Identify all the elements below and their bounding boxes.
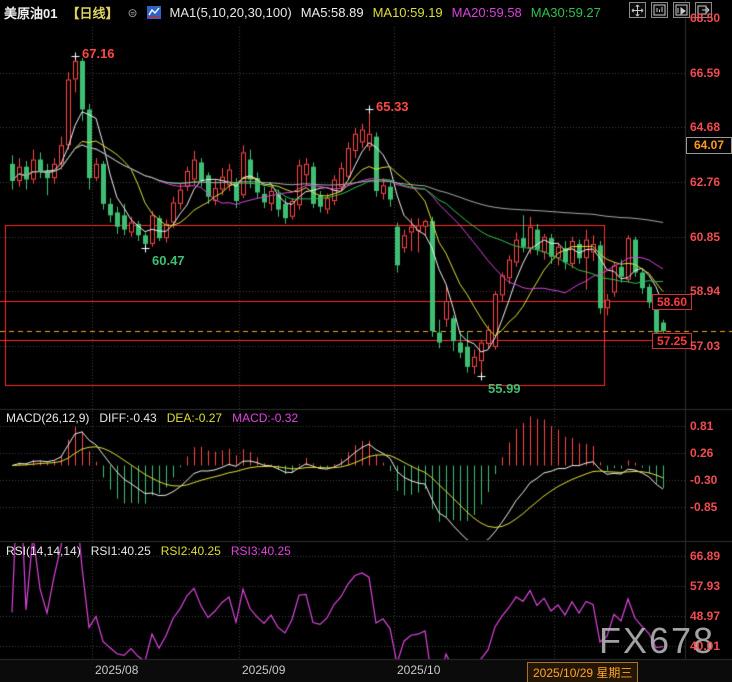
macd-tick-label: 0.81 [690, 419, 714, 433]
support-line-label[interactable]: 57.25 [652, 333, 692, 349]
macd-tick-label: 0.26 [690, 445, 714, 460]
price-tick-label: 57.03 [690, 339, 721, 353]
macd-dea-value: DEA:-0.27 [166, 411, 223, 425]
price-tick-label: 66.59 [690, 65, 721, 80]
macd-tick-label: -0.85 [690, 500, 718, 514]
resistance-line-label[interactable]: 58.60 [652, 294, 692, 310]
rsi-tick-label: 48.97 [690, 609, 721, 623]
price-tick-label: 68.50 [690, 11, 721, 25]
rsi-tick-label: 66.89 [690, 549, 721, 563]
x-axis-month-label: 2025/09 [242, 663, 286, 677]
price-tick-label: 62.76 [690, 175, 721, 190]
period-selector[interactable]: 【日线】 [66, 6, 119, 21]
rsi2-value: RSI2:40.25 [160, 544, 221, 558]
pane-playback-icon[interactable] [673, 2, 690, 18]
ma20-value: MA20:59.58 [451, 5, 522, 20]
ma10-value: MA10:59.19 [372, 5, 443, 20]
title-bar: 美原油01 【日线】 ⊜ MA1(5,10,20,30,100) MA5:58.… [4, 3, 601, 22]
low-price-annotation: 55.99 [488, 380, 521, 396]
price-tick-label: 58.94 [690, 284, 721, 299]
x-axis-month-label: 2025/10 [397, 663, 441, 677]
ma-set-label: MA1(5,10,20,30,100) [169, 5, 292, 20]
crosshair-move-icon[interactable] [629, 2, 646, 18]
ma5-value: MA5:58.89 [300, 5, 364, 20]
rsi-header: RSI(14,14,14) RSI1:40.25 RSI2:40.25 RSI3… [6, 544, 291, 558]
pane-export-icon[interactable] [695, 2, 712, 18]
ma30-value: MA30:59.27 [530, 5, 601, 20]
macd-tick-label: -0.30 [690, 473, 718, 488]
rsi-tick-label: 57.93 [690, 579, 721, 593]
link-circle-icon[interactable]: ⊜ [127, 5, 138, 20]
axis-price-marker: 64.07 [686, 137, 732, 154]
rsi-tick-label: 40.01 [690, 639, 721, 653]
macd-name[interactable]: MACD(26,12,9) [6, 411, 90, 425]
price-tick-label: 64.68 [690, 120, 721, 135]
symbol-name[interactable]: 美原油01 [4, 6, 58, 21]
high-price-annotation: 65.33 [376, 98, 409, 114]
toolbar [629, 2, 712, 18]
chart-style-icon[interactable] [146, 6, 161, 19]
rsi1-value: RSI1:40.25 [90, 544, 151, 558]
rsi-name[interactable]: RSI(14,14,14) [6, 544, 81, 558]
low-price-annotation: 60.47 [152, 252, 185, 268]
watermark: FX678 [599, 620, 716, 661]
price-tick-label: 60.85 [690, 229, 721, 244]
macd-diff-value: DIFF:-0.43 [99, 411, 157, 425]
rsi3-value: RSI3:40.25 [230, 544, 291, 558]
high-price-annotation: 67.16 [82, 46, 115, 62]
pane-zoom-icon[interactable] [651, 2, 668, 18]
current-date-badge: 2025/10/29 星期三 [527, 662, 639, 682]
x-axis-month-label: 2025/08 [95, 663, 139, 677]
macd-header: MACD(26,12,9) DIFF:-0.43 DEA:-0.27 MACD:… [6, 411, 298, 425]
macd-macd-value: MACD:-0.32 [232, 411, 299, 425]
